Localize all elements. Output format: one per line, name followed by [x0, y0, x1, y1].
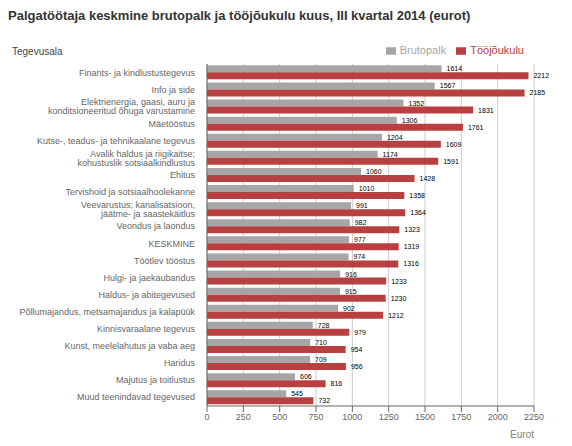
svg-text:1316: 1316 [403, 260, 419, 267]
svg-text:1750: 1750 [451, 412, 471, 422]
svg-text:Veevarustus; kanalisatsioon,jä: Veevarustus; kanalisatsioon,jäätme- ja s… [81, 200, 196, 219]
svg-text:Majutus ja toitlustus: Majutus ja toitlustus [116, 375, 196, 385]
html-text:Brutopalk: Brutopalk [399, 44, 447, 56]
svg-text:Tervishoid ja sotsiaalhoolekan: Tervishoid ja sotsiaalhoolekanne [65, 187, 195, 197]
svg-text:954: 954 [351, 346, 363, 353]
html-text:Palgatöötaja keskmine brutopal: Palgatöötaja keskmine brutopalk ja tööjõ… [8, 8, 471, 23]
svg-text:606: 606 [300, 373, 312, 380]
svg-text:974: 974 [354, 253, 366, 260]
svg-text:1319: 1319 [404, 243, 420, 250]
svg-text:1233: 1233 [391, 278, 407, 285]
svg-text:732: 732 [318, 397, 330, 404]
svg-text:1761: 1761 [468, 124, 484, 131]
svg-text:Kutse-, teadus- ja tehnikaalan: Kutse-, teadus- ja tehnikaalane tegevus [37, 136, 196, 146]
svg-text:Kinnisvaraalane tegevus: Kinnisvaraalane tegevus [97, 324, 196, 334]
svg-text:902: 902 [343, 305, 355, 312]
svg-text:1500: 1500 [415, 412, 435, 422]
svg-text:1174: 1174 [383, 151, 398, 158]
svg-text:982: 982 [355, 219, 367, 226]
svg-text:Eurot: Eurot [510, 429, 534, 438]
svg-text:916: 916 [345, 271, 357, 278]
svg-text:Põllumajandus, metsamajandus j: Põllumajandus, metsamajandus ja kalapüük [19, 307, 195, 317]
svg-text:1609: 1609 [446, 141, 462, 148]
svg-text:1831: 1831 [478, 107, 494, 114]
svg-text:1428: 1428 [420, 175, 436, 182]
svg-text:Hulgi- ja jaekaubandus: Hulgi- ja jaekaubandus [103, 273, 195, 283]
svg-text:Haldus- ja abitegevused: Haldus- ja abitegevused [98, 290, 195, 300]
svg-text:Avalik haldus ja riigikaitse;k: Avalik haldus ja riigikaitse;kohustuslik… [77, 149, 195, 168]
html-text:Tööjõukulu: Tööjõukulu [470, 44, 524, 56]
svg-text:KESKMINE: KESKMINE [148, 239, 195, 249]
svg-text:915: 915 [345, 288, 357, 295]
svg-text:1323: 1323 [404, 226, 420, 233]
svg-text:Mäetööstus: Mäetööstus [148, 119, 195, 129]
svg-text:Veondus ja laondus: Veondus ja laondus [116, 221, 195, 231]
svg-text:1306: 1306 [402, 117, 418, 124]
svg-text:2212: 2212 [533, 72, 549, 79]
svg-text:1204: 1204 [387, 134, 403, 141]
svg-text:1060: 1060 [366, 168, 382, 175]
svg-text:Kunst, meelelahutus ja vaba ae: Kunst, meelelahutus ja vaba aeg [64, 341, 195, 351]
svg-text:1364: 1364 [410, 209, 426, 216]
svg-text:2250: 2250 [524, 412, 544, 422]
svg-text:1000: 1000 [342, 412, 362, 422]
svg-text:Elektrienergia, gaasi, auru ja: Elektrienergia, gaasi, auru jakonditsion… [48, 97, 195, 116]
html-text:Tegevusala: Tegevusala [12, 46, 63, 57]
svg-text:728: 728 [318, 322, 330, 329]
svg-text:Haridus: Haridus [164, 358, 196, 368]
svg-text:Ehitus: Ehitus [170, 170, 196, 180]
svg-text:Info ja side: Info ja side [151, 85, 195, 95]
svg-text:2000: 2000 [488, 412, 508, 422]
svg-text:991: 991 [356, 202, 368, 209]
svg-text:1358: 1358 [409, 192, 425, 199]
svg-text:710: 710 [315, 339, 327, 346]
svg-text:977: 977 [354, 236, 366, 243]
svg-text:750: 750 [308, 412, 323, 422]
svg-text:Muud teenindavad tegevused: Muud teenindavad tegevused [77, 392, 195, 402]
svg-text:1352: 1352 [408, 100, 424, 107]
svg-text:1010: 1010 [359, 185, 375, 192]
svg-text:Finants- ja kindlustustegevus: Finants- ja kindlustustegevus [79, 68, 196, 78]
svg-text:1591: 1591 [443, 158, 459, 165]
svg-text:1250: 1250 [379, 412, 399, 422]
svg-text:979: 979 [354, 329, 366, 336]
svg-text:816: 816 [331, 380, 343, 387]
svg-text:Töötlev tööstus: Töötlev tööstus [134, 256, 196, 266]
svg-text:0: 0 [204, 412, 209, 422]
svg-text:1212: 1212 [388, 312, 404, 319]
svg-text:500: 500 [272, 412, 287, 422]
svg-text:545: 545 [291, 390, 303, 397]
svg-text:250: 250 [236, 412, 251, 422]
svg-text:1230: 1230 [391, 295, 407, 302]
svg-text:956: 956 [351, 363, 363, 370]
svg-text:2185: 2185 [530, 89, 546, 96]
svg-text:709: 709 [315, 356, 327, 363]
svg-text:1614: 1614 [447, 65, 463, 72]
svg-text:1567: 1567 [440, 82, 456, 89]
